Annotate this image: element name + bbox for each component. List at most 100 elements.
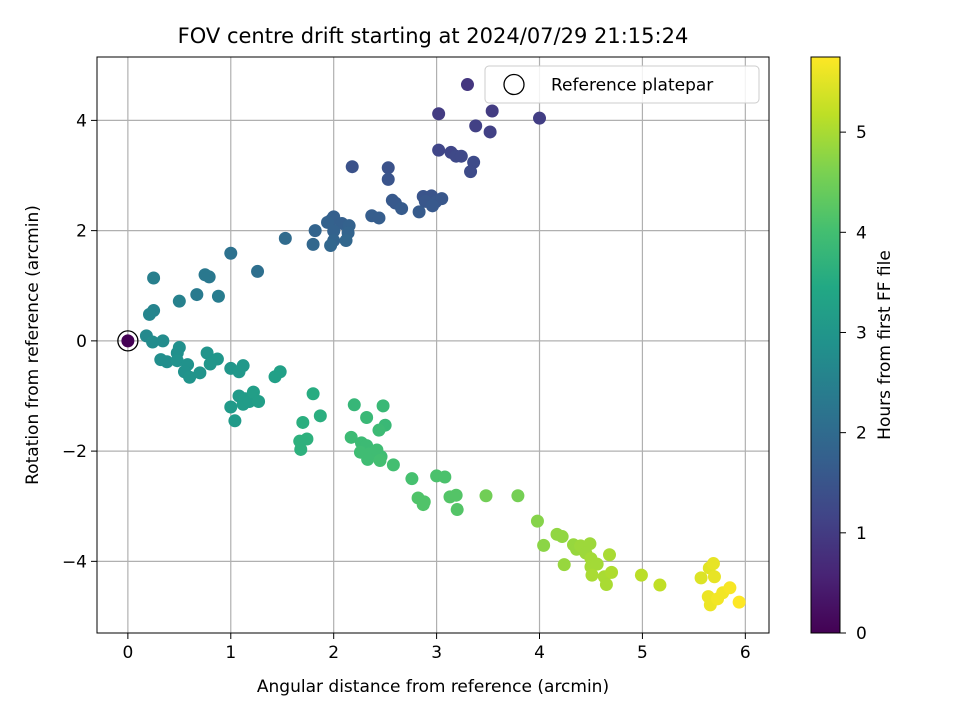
scatter-point (345, 160, 359, 174)
colorbar-tick-label: 3 (856, 323, 867, 343)
scatter-point (361, 452, 375, 466)
scatter-point (460, 78, 474, 92)
scatter-point (449, 488, 463, 502)
scatter-point (146, 335, 160, 349)
x-tick-label: 2 (328, 643, 339, 663)
x-tick-label: 1 (225, 643, 236, 663)
scatter-point (224, 246, 238, 260)
colorbar-label: Hours from first FF file (875, 250, 895, 440)
y-tick-label: −2 (62, 442, 87, 462)
scatter-point (306, 237, 320, 251)
scatter-point (306, 387, 320, 401)
scatter-point (251, 264, 265, 278)
scatter-point (405, 472, 419, 486)
scatter-point (160, 355, 174, 369)
scatter-point (530, 514, 544, 528)
scatter-point (170, 354, 184, 368)
scatter-point (438, 470, 452, 484)
scatter-point (172, 294, 186, 308)
legend-box (484, 65, 760, 104)
scatter-point (200, 346, 214, 360)
scatter-point (339, 234, 353, 248)
legend-marker-icon (503, 73, 525, 96)
scatter-point (313, 409, 327, 423)
scatter-point (381, 161, 395, 175)
y-tick-label: 0 (76, 332, 87, 352)
scatter-point (585, 568, 599, 582)
scatter-point (454, 149, 468, 163)
scatter-point (190, 288, 204, 302)
legend: Reference platepar (484, 65, 760, 104)
y-axis-label: Rotation from reference (arcmin) (23, 205, 43, 485)
scatter-point (557, 558, 571, 572)
scatter-point (417, 495, 431, 509)
scatter-point (483, 125, 497, 139)
scatter-point (511, 489, 525, 503)
scatter-point (300, 432, 314, 446)
scatter-point (412, 205, 426, 219)
scatter-point (376, 399, 390, 413)
scatter-point (203, 357, 217, 371)
scatter-point (386, 458, 400, 472)
scatter-point (599, 577, 613, 591)
scatter-point (347, 398, 361, 412)
scatter-point (183, 370, 197, 384)
colorbar-tick-label: 1 (856, 524, 867, 544)
x-axis-label: Angular distance from reference (arcmin) (257, 677, 609, 697)
scatter-point (707, 570, 721, 584)
colorbar: 0 1 2 3 4 5 Hours from first FF file (810, 56, 895, 644)
scatter-point (450, 503, 464, 517)
scatter-point (202, 270, 216, 284)
data-points (121, 78, 746, 612)
reference-marker-layer (117, 330, 139, 352)
scatter-point (224, 400, 238, 414)
scatter-point (723, 581, 737, 595)
scatter-point (435, 192, 449, 206)
scatter-point (485, 104, 499, 118)
chart-title: FOV centre drift starting at 2024/07/29 … (178, 24, 689, 48)
scatter-point (469, 119, 483, 133)
scatter-point (324, 239, 338, 253)
scatter-point (211, 289, 225, 303)
scatter-point (147, 271, 161, 285)
scatter-point (236, 359, 250, 373)
colorbar-tick-label: 2 (856, 424, 867, 444)
scatter-point (121, 334, 135, 348)
x-tick-label: 5 (637, 643, 648, 663)
scatter-point (706, 557, 720, 571)
scatter-point (694, 571, 708, 585)
scatter-point (555, 530, 569, 544)
scatter-point (193, 366, 207, 380)
scatter-point (602, 548, 616, 562)
y-tick-label: 4 (76, 111, 87, 131)
scatter-point (432, 143, 446, 157)
colorbar-gradient (810, 56, 841, 634)
plot-area-frame (96, 56, 770, 634)
scatter-point (252, 394, 266, 408)
scatter-point (533, 111, 547, 125)
scatter-point (732, 595, 746, 609)
scatter-point (327, 224, 341, 238)
y-tick-label: −4 (62, 552, 87, 572)
scatter-point (432, 107, 446, 121)
scatter-point (308, 224, 322, 238)
scatter-point (278, 231, 292, 245)
scatter-point (372, 211, 386, 225)
scatter-point (395, 202, 409, 216)
scatter-point (537, 538, 551, 552)
scatter-point (344, 430, 358, 444)
scatter-point (228, 414, 242, 428)
x-tick-label: 3 (431, 643, 442, 663)
grid-lines (97, 57, 769, 633)
scatter-point (381, 172, 395, 186)
x-axis-ticks: 0 1 2 3 4 5 6 (122, 633, 751, 663)
colorbar-ticks: 0 1 2 3 4 5 (840, 123, 867, 644)
colorbar-tick-label: 5 (856, 123, 867, 143)
scatter-point (372, 423, 386, 437)
scatter-point (142, 307, 156, 321)
scatter-point (590, 557, 604, 571)
scatter-point (479, 489, 493, 503)
x-tick-label: 4 (534, 643, 545, 663)
reference-platepar-marker (117, 330, 139, 352)
